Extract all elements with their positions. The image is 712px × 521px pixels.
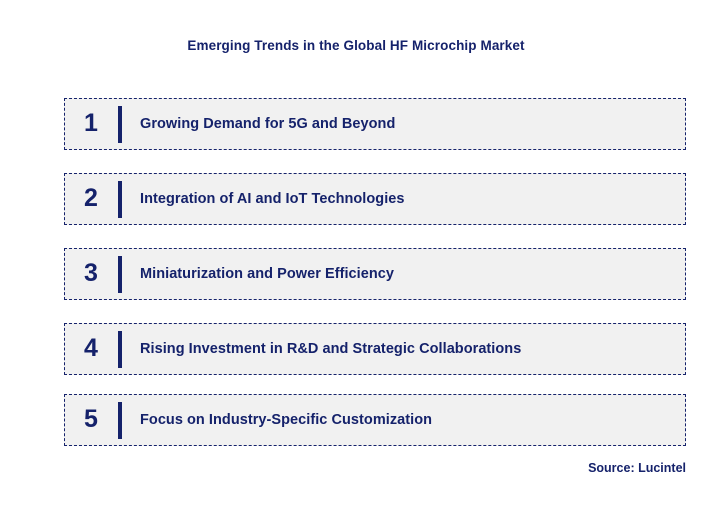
list-item-label: Miniaturization and Power Efficiency [140, 266, 394, 282]
list-item-label: Rising Investment in R&D and Strategic C… [140, 341, 522, 357]
rank-number: 4 [84, 333, 98, 362]
rank-number: 1 [84, 108, 98, 137]
page-title: Emerging Trends in the Global HF Microch… [187, 38, 525, 53]
list-item[interactable]: 1 Growing Demand for 5G and Beyond [64, 98, 686, 150]
rank-number: 2 [84, 183, 98, 212]
divider [118, 105, 122, 143]
divider [118, 401, 122, 439]
source-attribution: Source: Lucintel [588, 461, 686, 475]
divider [118, 180, 122, 218]
list-item-label: Integration of AI and IoT Technologies [140, 191, 405, 207]
rank-number: 5 [84, 404, 98, 433]
list-item-label: Focus on Industry-Specific Customization [140, 412, 433, 428]
rank-number: 3 [84, 258, 98, 287]
list-item[interactable]: 5 Focus on Industry-Specific Customizati… [64, 394, 686, 446]
list-item-label: Growing Demand for 5G and Beyond [140, 116, 396, 132]
divider [118, 330, 122, 368]
list-item[interactable]: 4 Rising Investment in R&D and Strategic… [64, 323, 686, 375]
trend-list: 1 Growing Demand for 5G and Beyond 2 Int… [64, 98, 686, 446]
list-item[interactable]: 2 Integration of AI and IoT Technologies [64, 173, 686, 225]
list-item[interactable]: 3 Miniaturization and Power Efficiency [64, 248, 686, 300]
divider [118, 255, 122, 293]
